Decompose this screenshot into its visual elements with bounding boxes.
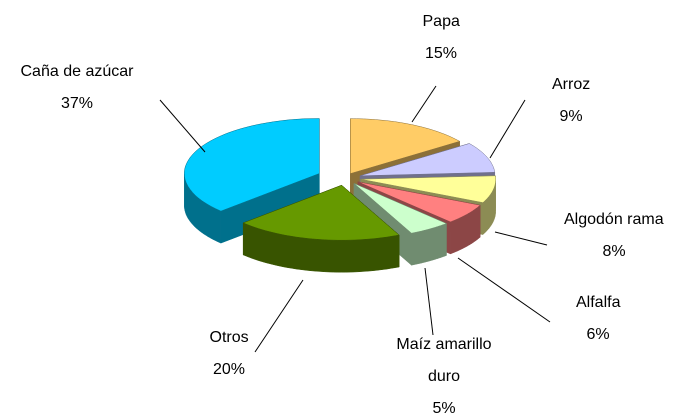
- leader-line: [159, 99, 206, 153]
- slice-top: [360, 143, 496, 177]
- slice-top: [353, 183, 448, 234]
- category-label: Algodón rama: [564, 211, 664, 228]
- value-label: 6%: [586, 326, 610, 343]
- category-label: Alfalfa: [576, 294, 621, 311]
- value-label: 9%: [559, 108, 583, 125]
- leader-line: [254, 279, 304, 353]
- value-label: 8%: [602, 243, 626, 260]
- leader-line: [494, 231, 548, 246]
- slice-top: [360, 175, 496, 203]
- slice-top: [184, 118, 320, 212]
- slice: [242, 184, 400, 273]
- slice-top: [350, 118, 461, 174]
- value-label: 20%: [213, 361, 246, 378]
- leader-line: [489, 99, 526, 159]
- category-label: Papa: [422, 13, 460, 30]
- slice-top: [242, 184, 400, 241]
- category-label: Maíz amarillo duro: [396, 336, 492, 385]
- value-label: 37%: [61, 95, 94, 112]
- value-label: 5%: [432, 400, 456, 414]
- leader-line: [457, 257, 551, 323]
- category-label: Arroz: [552, 76, 591, 93]
- leader-line: [424, 267, 434, 336]
- category-label: Otros: [209, 329, 249, 346]
- category-label: Caña de azúcar: [20, 63, 134, 80]
- value-label: 15%: [425, 45, 458, 62]
- leader-line: [411, 85, 437, 123]
- slice-top: [357, 181, 481, 223]
